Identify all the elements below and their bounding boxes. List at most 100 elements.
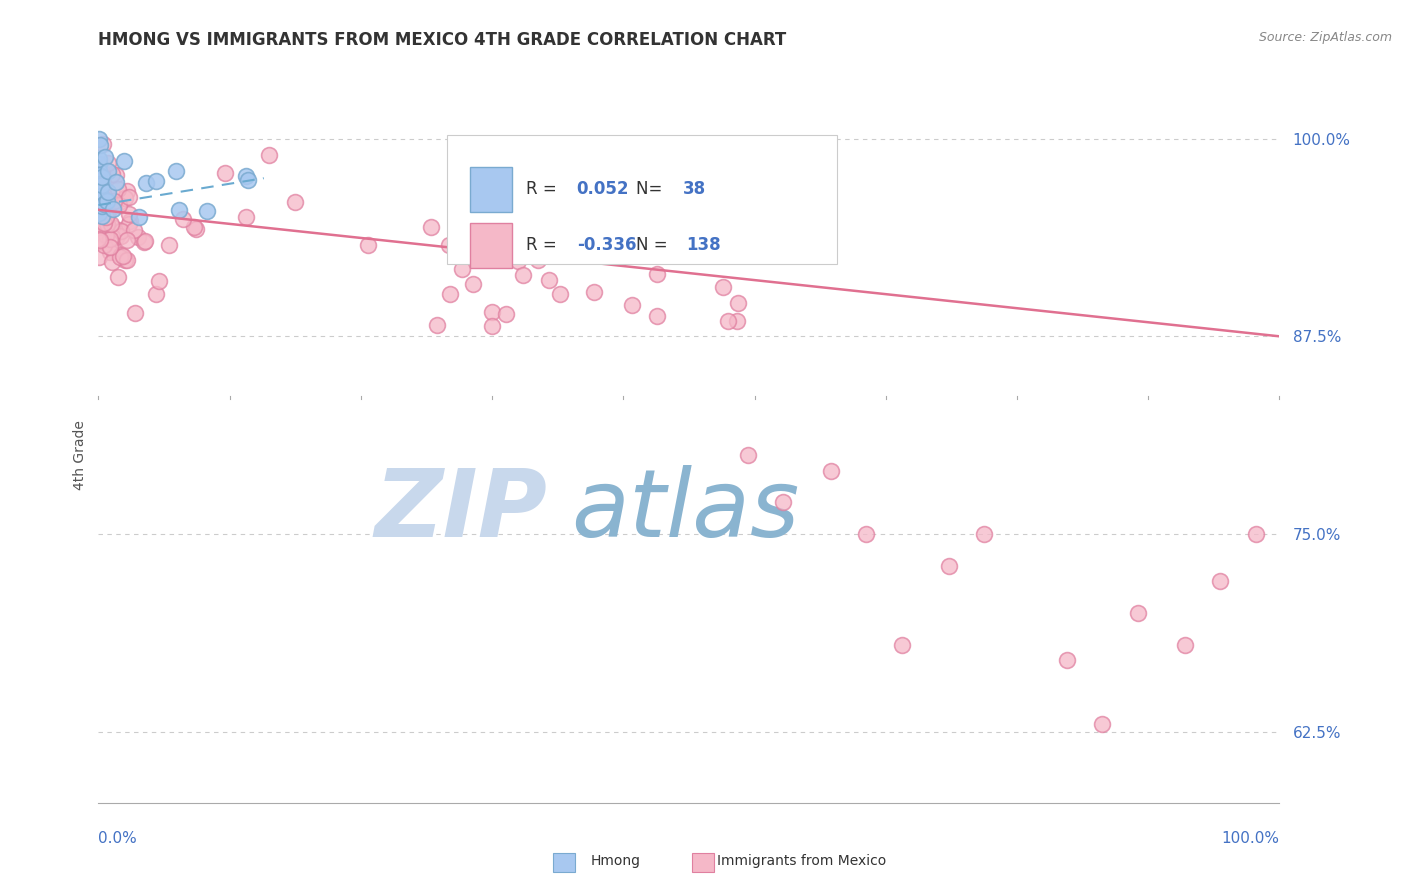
Point bbox=[973, 527, 995, 541]
Point bbox=[91, 228, 114, 243]
Point bbox=[1091, 716, 1114, 731]
Point bbox=[100, 220, 122, 235]
Point bbox=[98, 232, 121, 246]
Point bbox=[165, 164, 187, 178]
Point bbox=[437, 237, 460, 252]
Point bbox=[820, 464, 842, 478]
Point bbox=[103, 202, 125, 217]
Point bbox=[94, 150, 117, 164]
Point bbox=[426, 318, 449, 332]
Text: 100.0%: 100.0% bbox=[1222, 831, 1279, 846]
Point bbox=[465, 240, 488, 254]
Point bbox=[495, 307, 517, 321]
Point bbox=[90, 183, 112, 197]
Point bbox=[87, 196, 110, 211]
Point bbox=[87, 198, 110, 212]
Point bbox=[89, 178, 111, 193]
Text: 0.0%: 0.0% bbox=[98, 831, 138, 846]
Text: R =: R = bbox=[526, 180, 562, 199]
Point bbox=[214, 166, 236, 180]
Point bbox=[90, 234, 112, 248]
Point bbox=[90, 165, 112, 179]
Point bbox=[89, 205, 111, 219]
Point bbox=[574, 239, 596, 253]
Point bbox=[1244, 527, 1267, 541]
Point bbox=[97, 205, 120, 219]
Bar bbox=[553, 853, 575, 872]
Point bbox=[90, 188, 112, 202]
Point bbox=[124, 305, 146, 319]
Point bbox=[90, 205, 112, 219]
Point bbox=[87, 217, 110, 231]
Point bbox=[115, 253, 138, 268]
Text: N =: N = bbox=[636, 236, 672, 254]
Point bbox=[772, 495, 794, 509]
Point bbox=[104, 169, 127, 183]
Point bbox=[87, 164, 110, 178]
Point bbox=[118, 190, 141, 204]
Point bbox=[89, 191, 111, 205]
Point bbox=[96, 193, 118, 207]
Point bbox=[235, 169, 257, 184]
Point bbox=[645, 267, 668, 281]
Point bbox=[257, 148, 280, 162]
Point bbox=[420, 220, 443, 235]
Point bbox=[461, 277, 484, 291]
Point bbox=[96, 186, 118, 201]
Point bbox=[134, 234, 156, 248]
Point bbox=[1056, 653, 1078, 667]
Point bbox=[93, 196, 115, 211]
Text: Source: ZipAtlas.com: Source: ZipAtlas.com bbox=[1258, 31, 1392, 45]
Point bbox=[537, 273, 560, 287]
Point bbox=[96, 208, 118, 222]
Point bbox=[87, 132, 110, 146]
Point bbox=[167, 202, 190, 217]
Point bbox=[855, 527, 877, 541]
Point bbox=[550, 286, 572, 301]
Point bbox=[87, 165, 110, 179]
Point bbox=[96, 217, 118, 231]
Point bbox=[284, 195, 307, 210]
Point bbox=[110, 224, 132, 238]
Point bbox=[727, 295, 749, 310]
Point bbox=[108, 198, 131, 212]
Point bbox=[89, 185, 111, 199]
Point bbox=[91, 211, 114, 226]
Point bbox=[89, 153, 111, 167]
Point bbox=[145, 287, 167, 301]
Point bbox=[90, 209, 112, 223]
Point bbox=[105, 229, 128, 244]
Point bbox=[93, 202, 115, 217]
Point bbox=[101, 255, 124, 269]
Point bbox=[439, 286, 461, 301]
Point bbox=[91, 218, 114, 232]
Text: 38: 38 bbox=[683, 180, 706, 199]
Point bbox=[737, 448, 759, 462]
Text: 138: 138 bbox=[686, 236, 721, 254]
Point bbox=[89, 198, 111, 212]
Bar bbox=[692, 853, 714, 872]
Point bbox=[96, 197, 118, 211]
Point bbox=[115, 184, 138, 198]
Point bbox=[118, 217, 141, 231]
Point bbox=[110, 248, 132, 262]
Point bbox=[93, 216, 115, 230]
Point bbox=[128, 210, 150, 224]
Point bbox=[87, 183, 110, 197]
Point bbox=[512, 268, 534, 282]
Text: R =: R = bbox=[526, 236, 562, 254]
Point bbox=[145, 174, 167, 188]
Point bbox=[890, 638, 912, 652]
Y-axis label: 4th Grade: 4th Grade bbox=[73, 420, 87, 490]
Point bbox=[89, 169, 111, 184]
Point bbox=[94, 211, 117, 225]
Point bbox=[114, 191, 136, 205]
Point bbox=[107, 182, 129, 196]
Point bbox=[100, 217, 122, 231]
Point bbox=[110, 228, 132, 243]
Text: N=: N= bbox=[636, 180, 668, 199]
Point bbox=[122, 223, 145, 237]
Point bbox=[96, 227, 118, 242]
Text: Immigrants from Mexico: Immigrants from Mexico bbox=[717, 855, 886, 868]
Point bbox=[87, 232, 110, 246]
